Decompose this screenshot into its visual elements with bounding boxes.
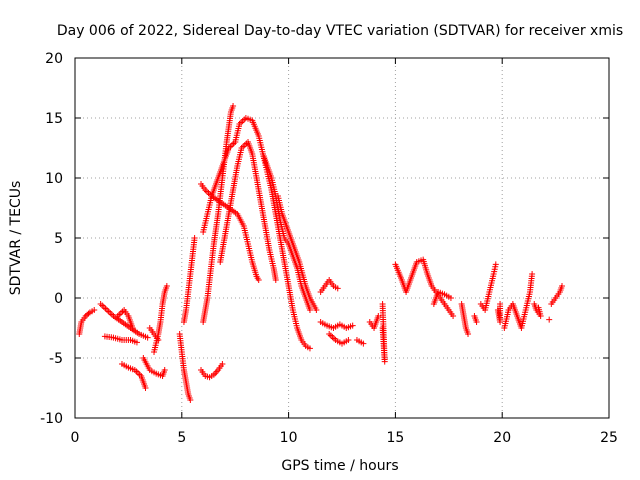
- data-point: [360, 340, 367, 347]
- data-point: [85, 310, 92, 317]
- y-tick-label: 5: [54, 231, 63, 247]
- series-arc-n: [198, 181, 262, 283]
- data-point: [313, 307, 320, 313]
- data-point: [306, 345, 313, 352]
- data-point: [219, 361, 226, 367]
- data-point: [447, 295, 454, 301]
- series-arc-f: [140, 355, 168, 379]
- y-tick-label: -10: [40, 411, 63, 427]
- y-tick-label: -5: [49, 351, 63, 367]
- x-tick-label: 25: [600, 430, 618, 446]
- data-point: [535, 304, 542, 311]
- series-arc-w: [353, 337, 367, 347]
- data-point: [306, 307, 313, 313]
- data-point: [529, 271, 536, 277]
- data-point: [559, 283, 566, 289]
- series-arc-k: [198, 361, 226, 381]
- series-arc-ah: [546, 316, 553, 323]
- series-arc-af: [531, 301, 544, 319]
- x-tick-label: 20: [493, 430, 511, 446]
- series-arc-j: [180, 235, 198, 325]
- series-arc-a: [76, 307, 98, 337]
- data-point: [163, 283, 170, 289]
- axis-ticks: [74, 57, 610, 419]
- y-tick-label: 15: [45, 111, 63, 127]
- data-point: [129, 325, 136, 331]
- data-point: [345, 337, 352, 343]
- x-axis-label: GPS time / hours: [281, 458, 398, 474]
- x-tick-labels: 0 5 10 15 20 25: [71, 430, 618, 446]
- x-tick-label: 0: [71, 430, 80, 446]
- series-arc-ae: [501, 271, 536, 331]
- series-arc-ad: [494, 301, 504, 325]
- data-point: [465, 331, 472, 337]
- series-arc-c: [101, 333, 140, 346]
- series-arc-ag: [548, 283, 566, 307]
- series-arc-r: [274, 193, 320, 313]
- series-arc-ab: [471, 313, 480, 325]
- x-tick-label: 15: [386, 430, 404, 446]
- data-point: [492, 261, 499, 268]
- x-tick-label: 10: [280, 430, 298, 446]
- data-point: [144, 334, 151, 341]
- data-point: [255, 277, 262, 283]
- data-point: [497, 301, 504, 307]
- data-point: [161, 367, 168, 373]
- y-tick-label: 20: [45, 51, 63, 67]
- data-point: [272, 277, 279, 283]
- series-arc-v: [366, 313, 382, 331]
- data-point: [334, 285, 341, 292]
- series-arc-i: [176, 331, 194, 403]
- series-arc-h: [146, 325, 162, 343]
- data-point: [155, 337, 162, 343]
- series-arc-z: [430, 289, 454, 307]
- data-point: [133, 339, 140, 346]
- x-tick-label: 5: [177, 430, 186, 446]
- data-point: [91, 307, 98, 313]
- series-arc-d: [114, 307, 136, 331]
- y-tick-labels: -10 -5 0 5 10 15 20: [40, 51, 63, 427]
- data-points: [76, 103, 566, 403]
- series-arc-ac: [477, 261, 499, 313]
- data-point: [375, 313, 382, 319]
- data-point: [191, 235, 198, 241]
- grid: [75, 58, 609, 418]
- data-point: [546, 316, 553, 323]
- chart-title: Day 006 of 2022, Sidereal Day-to-day VTE…: [57, 23, 623, 39]
- series-arc-t: [317, 319, 356, 331]
- data-point: [450, 313, 457, 319]
- y-tick-label: 10: [45, 171, 63, 187]
- data-point: [142, 385, 149, 391]
- series-arc-o: [217, 139, 279, 283]
- data-point: [473, 319, 480, 325]
- series-arc-e: [118, 361, 149, 391]
- y-tick-label: 0: [54, 291, 63, 307]
- series-arc-u: [326, 331, 352, 347]
- data-point: [349, 322, 356, 329]
- y-axis-label: SDTVAR / TECUs: [8, 181, 24, 296]
- data-point: [230, 103, 237, 109]
- data-point: [187, 397, 194, 403]
- series-arc-x: [379, 301, 388, 365]
- series-arc-s: [317, 277, 341, 295]
- data-point: [379, 301, 386, 307]
- series-arc-aa: [458, 301, 472, 337]
